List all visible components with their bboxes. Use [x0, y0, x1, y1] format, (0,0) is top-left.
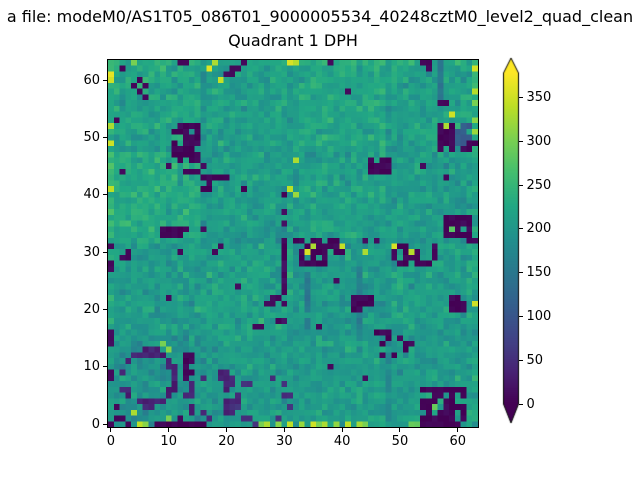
- colorbar-tick-label: 150: [526, 265, 552, 281]
- y-tick-mark: [103, 251, 107, 253]
- colorbar-tick-label: 200: [526, 221, 552, 237]
- figure-suptitle-text: a file: modeM0/AS1T05_086T01_9000005534_…: [6, 7, 634, 26]
- x-tick-label: 20: [218, 434, 235, 449]
- x-tick-label: 0: [106, 434, 116, 449]
- y-tick-mark: [103, 423, 107, 425]
- x-tick-mark: [110, 428, 112, 432]
- colorbar-tick-label: 100: [526, 308, 552, 324]
- x-tick-label: 30: [276, 434, 293, 449]
- colorbar-tick-mark: [518, 97, 523, 99]
- x-tick-label: 40: [333, 434, 351, 449]
- y-tick-label: 0: [91, 416, 100, 432]
- x-tick-label: 50: [391, 434, 409, 449]
- x-tick-mark: [341, 428, 343, 432]
- colorbar-tick-label: 300: [526, 133, 552, 149]
- colorbar-tick-mark: [518, 359, 523, 361]
- x-tick-label: 10: [160, 434, 177, 449]
- x-tick-mark: [226, 428, 228, 432]
- axes-title: Quadrant 1 DPH: [108, 30, 478, 51]
- y-tick-label: 60: [83, 72, 100, 88]
- y-tick-label: 30: [83, 244, 100, 260]
- x-tick-mark: [283, 428, 285, 432]
- dph-heatmap-canvas: [108, 60, 478, 427]
- y-tick-mark: [103, 79, 107, 81]
- colorbar-tick-mark: [518, 228, 523, 230]
- colorbar-tick-mark: [518, 403, 523, 405]
- y-tick-mark: [103, 136, 107, 138]
- y-tick-label: 40: [83, 187, 100, 203]
- colorbar-tick-mark: [518, 315, 523, 317]
- colorbar-tick-mark: [518, 272, 523, 274]
- colorbar-tick-label: 250: [526, 177, 552, 193]
- colorbar-tick-mark: [518, 184, 523, 186]
- y-tick-label: 10: [83, 359, 100, 375]
- figure-suptitle: a file: modeM0/AS1T05_086T01_9000005534_…: [0, 6, 640, 27]
- colorbar-tick-label: 350: [526, 90, 552, 106]
- x-tick-mark: [457, 428, 459, 432]
- y-tick-mark: [103, 308, 107, 310]
- x-tick-mark: [168, 428, 170, 432]
- y-tick-label: 20: [83, 301, 100, 317]
- colorbar-tick-label: 0: [526, 396, 535, 412]
- x-tick-label: 60: [449, 434, 467, 449]
- y-tick-mark: [103, 194, 107, 196]
- y-tick-mark: [103, 366, 107, 368]
- axes-title-text: Quadrant 1 DPH: [228, 31, 358, 50]
- x-tick-mark: [399, 428, 401, 432]
- colorbar-tick-mark: [518, 140, 523, 142]
- colorbar-canvas: [502, 57, 522, 425]
- axes-frame: [107, 59, 479, 428]
- colorbar-tick-label: 50: [526, 352, 544, 368]
- y-tick-label: 50: [83, 129, 100, 145]
